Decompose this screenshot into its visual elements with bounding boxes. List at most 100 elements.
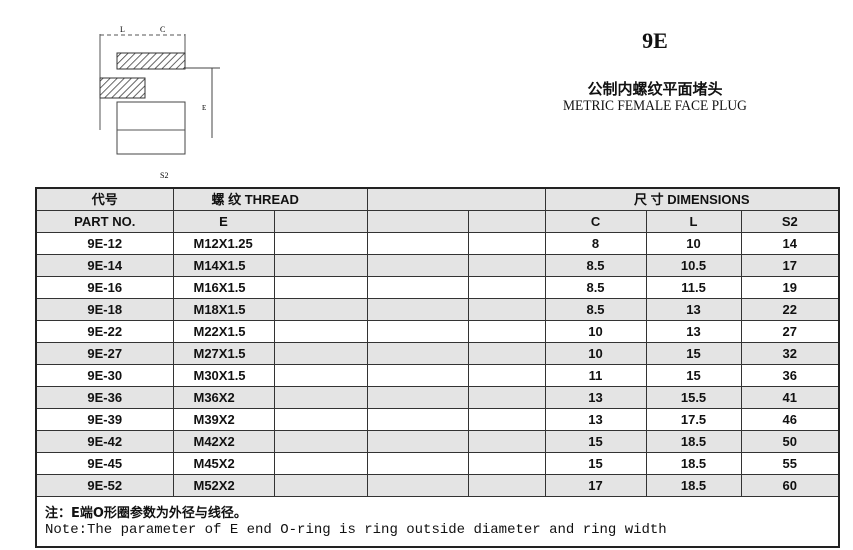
blank-cell xyxy=(366,298,469,321)
thread-e-cell: M18X1.5 xyxy=(172,298,275,321)
blank-cell xyxy=(366,254,469,277)
blank-cell xyxy=(273,320,368,343)
blank-cell xyxy=(366,408,469,431)
table-row: 9E-36 M36X2 13 15.5 41 xyxy=(35,386,840,409)
blank-cell xyxy=(467,320,546,343)
drawing-label-l: L xyxy=(120,25,125,34)
header-e: E xyxy=(172,210,275,233)
thread-e-cell: M45X2 xyxy=(172,452,275,475)
dim-l-cell: 18.5 xyxy=(645,430,742,453)
drawing-label-c: C xyxy=(160,25,165,34)
header-part-cn: 代号 xyxy=(35,187,174,211)
header-dimensions: 尺 寸 DIMENSIONS xyxy=(544,187,840,211)
thread-e-cell: M36X2 xyxy=(172,386,275,409)
table-row: 9E-16 M16X1.5 8.5 11.5 19 xyxy=(35,276,840,299)
dim-s2-cell: 17 xyxy=(740,254,840,277)
dim-c-cell: 8.5 xyxy=(544,298,647,321)
note-english: Note:The parameter of E end O-ring is ri… xyxy=(45,521,667,538)
header-s2: S2 xyxy=(740,210,840,233)
blank-cell xyxy=(467,386,546,409)
thread-e-cell: M12X1.25 xyxy=(172,232,275,255)
dim-c-cell: 11 xyxy=(544,364,647,387)
blank-cell xyxy=(467,474,546,497)
table-row: 9E-30 M30X1.5 11 15 36 xyxy=(35,364,840,387)
blank-cell xyxy=(467,430,546,453)
blank-cell xyxy=(366,232,469,255)
blank-cell xyxy=(273,408,368,431)
header-thread: 螺 纹 THREAD xyxy=(172,187,368,211)
blank-cell xyxy=(467,232,546,255)
thread-e-cell: M14X1.5 xyxy=(172,254,275,277)
dim-s2-cell: 36 xyxy=(740,364,840,387)
table-row: 9E-14 M14X1.5 8.5 10.5 17 xyxy=(35,254,840,277)
blank-cell xyxy=(366,474,469,497)
table-row: 9E-52 M52X2 17 18.5 60 xyxy=(35,474,840,497)
blank-cell xyxy=(273,364,368,387)
dim-c-cell: 8.5 xyxy=(544,254,647,277)
thread-e-cell: M42X2 xyxy=(172,430,275,453)
blank-cell xyxy=(273,298,368,321)
dim-s2-cell: 55 xyxy=(740,452,840,475)
dim-s2-cell: 27 xyxy=(740,320,840,343)
blank-cell xyxy=(273,232,368,255)
header-l: L xyxy=(645,210,742,233)
blank-cell xyxy=(273,430,368,453)
thread-e-cell: M27X1.5 xyxy=(172,342,275,365)
dim-s2-cell: 50 xyxy=(740,430,840,453)
thread-e-cell: M30X1.5 xyxy=(172,364,275,387)
dim-s2-cell: 32 xyxy=(740,342,840,365)
drawing-label-s2: S2 xyxy=(160,171,168,180)
dim-l-cell: 11.5 xyxy=(645,276,742,299)
dim-s2-cell: 14 xyxy=(740,232,840,255)
table-row: 9E-12 M12X1.25 8 10 14 xyxy=(35,232,840,255)
title-chinese: 公制内螺纹平面堵头 xyxy=(587,80,723,98)
dim-l-cell: 15 xyxy=(645,342,742,365)
blank-cell xyxy=(467,276,546,299)
header-blank xyxy=(366,187,546,211)
dim-c-cell: 15 xyxy=(544,430,647,453)
header-row-2: PART NO. E C L S2 xyxy=(35,210,840,233)
blank-cell xyxy=(366,320,469,343)
header-blank xyxy=(366,210,469,233)
blank-cell xyxy=(467,298,546,321)
dim-s2-cell: 41 xyxy=(740,386,840,409)
blank-cell xyxy=(273,342,368,365)
dim-s2-cell: 19 xyxy=(740,276,840,299)
part-cell: 9E-16 xyxy=(35,276,174,299)
dim-c-cell: 8 xyxy=(544,232,647,255)
part-cell: 9E-45 xyxy=(35,452,174,475)
blank-cell xyxy=(366,364,469,387)
blank-cell xyxy=(273,254,368,277)
thread-e-cell: M39X2 xyxy=(172,408,275,431)
table-row: 9E-42 M42X2 15 18.5 50 xyxy=(35,430,840,453)
blank-cell xyxy=(366,276,469,299)
header-blank xyxy=(467,210,546,233)
note-cell: 注：E端O形圈参数为外径与线径。 Note:The parameter of E … xyxy=(35,496,840,548)
blank-cell xyxy=(467,364,546,387)
dim-l-cell: 15 xyxy=(645,364,742,387)
thread-e-cell: M22X1.5 xyxy=(172,320,275,343)
part-cell: 9E-39 xyxy=(35,408,174,431)
product-code: 9E xyxy=(642,28,668,53)
blank-cell xyxy=(366,452,469,475)
dim-l-cell: 13 xyxy=(645,320,742,343)
part-cell: 9E-30 xyxy=(35,364,174,387)
blank-cell xyxy=(467,342,546,365)
note-chinese: 注：E端O形圈参数为外径与线径。 xyxy=(45,505,247,521)
blank-cell xyxy=(273,474,368,497)
plug-technical-drawing: L C E S2 xyxy=(99,25,220,180)
table-row: 9E-39 M39X2 13 17.5 46 xyxy=(35,408,840,431)
blank-cell xyxy=(467,408,546,431)
header-row-1: 代号 螺 纹 THREAD 尺 寸 DIMENSIONS xyxy=(35,187,840,211)
note-row: 注：E端O形圈参数为外径与线径。 Note:The parameter of E … xyxy=(35,496,840,548)
header-c: C xyxy=(544,210,647,233)
part-cell: 9E-22 xyxy=(35,320,174,343)
dim-c-cell: 17 xyxy=(544,474,647,497)
blank-cell xyxy=(366,342,469,365)
blank-cell xyxy=(273,276,368,299)
dim-l-cell: 10 xyxy=(645,232,742,255)
title-english: METRIC FEMALE FACE PLUG xyxy=(563,98,747,114)
dim-l-cell: 10.5 xyxy=(645,254,742,277)
dim-l-cell: 17.5 xyxy=(645,408,742,431)
part-cell: 9E-42 xyxy=(35,430,174,453)
